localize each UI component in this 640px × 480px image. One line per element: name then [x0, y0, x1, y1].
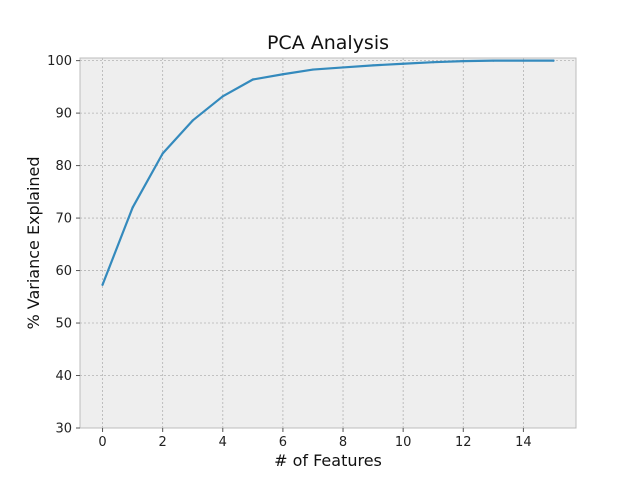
- y-tick-label: 40: [55, 369, 72, 384]
- y-tick-label: 90: [55, 107, 72, 122]
- y-tick-label: 70: [55, 212, 72, 227]
- data-point: [251, 78, 254, 81]
- data-point: [402, 62, 405, 65]
- series-layer: [101, 59, 555, 286]
- tick-marks: [76, 60, 524, 432]
- data-point: [311, 68, 315, 71]
- data-point: [341, 66, 345, 69]
- data-point: [552, 59, 555, 62]
- x-tick-label: 2: [159, 435, 167, 450]
- data-point: [371, 64, 375, 67]
- chart-title: PCA Analysis: [267, 32, 389, 54]
- y-tick-label: 50: [55, 317, 72, 332]
- data-point: [492, 59, 495, 62]
- data-point: [131, 206, 134, 209]
- x-tick-label: 0: [98, 435, 106, 450]
- x-tick-label: 14: [515, 435, 532, 450]
- data-point: [191, 119, 194, 122]
- series-line: [101, 59, 555, 286]
- x-tick-label: 4: [219, 435, 227, 450]
- data-point: [221, 95, 224, 98]
- x-tick-label: 10: [395, 435, 412, 450]
- data-point: [432, 61, 435, 64]
- data-point: [462, 60, 465, 63]
- plot-frame: [79, 57, 577, 429]
- y-tick-label: 80: [55, 159, 72, 174]
- y-axis-title: % Variance Explained: [24, 156, 43, 329]
- data-point: [522, 59, 525, 62]
- data-point: [101, 283, 104, 286]
- x-tick-label: 8: [339, 435, 347, 450]
- y-tick-label: 30: [55, 422, 72, 437]
- data-point: [161, 152, 164, 155]
- x-axis-title: # of Features: [274, 451, 382, 470]
- data-point: [281, 73, 285, 76]
- x-tick-label: 6: [279, 435, 287, 450]
- tick-labels: 0 2 4 6 8 10 12 14 30 40 50 60 70 80 90 100: [47, 54, 531, 450]
- y-tick-label: 100: [47, 54, 72, 69]
- y-tick-label: 60: [55, 264, 72, 279]
- x-tick-label: 12: [455, 435, 472, 450]
